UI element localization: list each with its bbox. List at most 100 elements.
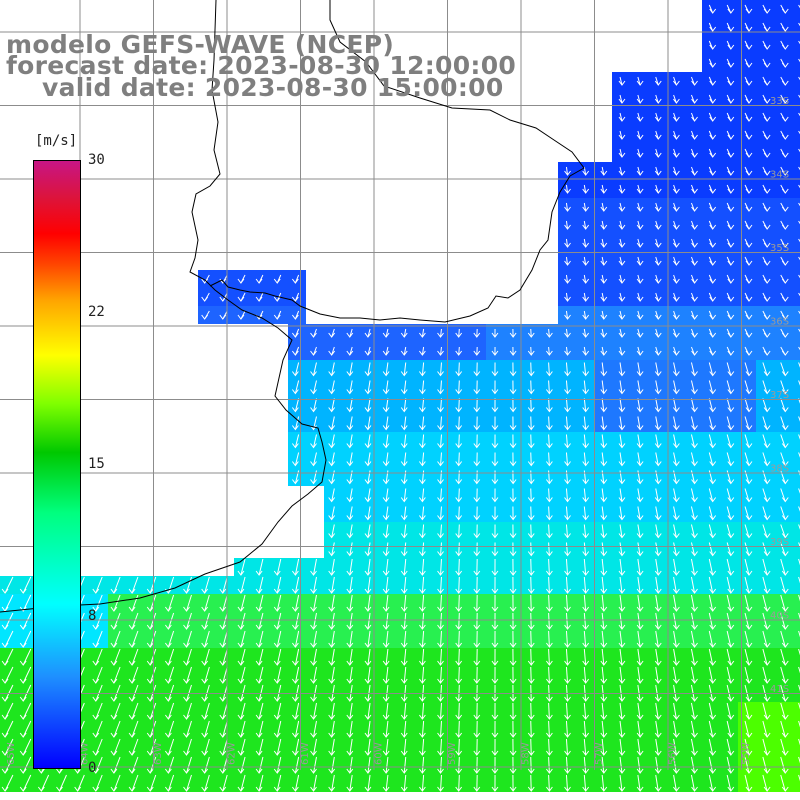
wind-arrow [654,594,662,612]
wind-arrow [382,720,390,738]
wind-arrow [582,488,590,503]
wind-arrow [762,328,771,338]
wind-arrow [582,738,590,756]
wind-arrow [726,22,735,32]
wind-arrow [328,774,336,792]
wind-arrow [726,256,735,266]
wind-arrow [618,666,626,684]
wind-arrow [618,380,626,395]
wind-arrow [418,328,426,338]
wind-arrow [382,594,390,612]
wind-arrow [364,416,372,431]
wind-arrow [600,452,608,467]
wind-arrow [1,738,14,756]
wind-arrow [473,434,481,449]
wind-arrow [564,238,571,248]
wind-arrow [255,648,264,666]
wind-arrow [273,666,282,684]
wind-arrow [564,434,571,449]
wind-arrow [673,130,680,140]
wind-arrow [418,720,426,738]
wind-arrow [273,612,282,630]
wind-arrow [636,524,644,539]
wind-arrow [346,648,354,666]
wind-arrow [255,576,264,594]
wind-arrow [19,612,32,630]
wind-arrow [762,166,771,176]
wind-arrow [437,434,444,449]
wind-arrow [744,398,753,413]
wind-arrow [400,398,408,413]
wind-arrow [636,112,644,122]
wind-arrow [798,452,800,458]
wind-arrow [690,184,698,194]
wind-arrow [437,594,444,612]
wind-arrow [219,774,228,792]
wind-arrow [654,452,662,467]
wind-arrow [418,416,426,431]
wind-arrow [382,666,390,684]
wind-arrow [473,630,481,648]
wind-cell [792,234,800,252]
wind-arrow [798,202,800,207]
wind-arrow [654,148,662,158]
wind-cell [792,486,800,504]
wind-arrow [291,576,300,594]
wind-arrow [237,630,246,648]
wind-arrow [780,774,789,792]
wind-arrow [780,558,789,576]
wind-cell [792,450,800,468]
wind-arrow [582,274,590,284]
wind-arrow [708,524,717,539]
wind-arrow [654,720,662,738]
wind-arrow [400,648,408,666]
wind-arrow [726,310,735,320]
wind-arrow [744,702,753,720]
wind-arrow [654,346,662,356]
wind-arrow [726,274,735,284]
wind-arrow [673,648,680,666]
wind-arrow [491,558,499,576]
wind-arrow [418,542,426,557]
wind-arrow [798,4,800,9]
wind-arrow [219,666,228,684]
wind-arrow [762,398,771,413]
wind-arrow [183,612,192,630]
wind-arrow [545,666,553,684]
wind-arrow [110,720,121,738]
wind-arrow [708,292,717,302]
wind-arrow [780,434,789,449]
wind-arrow [201,612,210,630]
wind-arrow [310,594,317,612]
wind-arrow [600,506,608,521]
colorbar-tick-8: 8 [88,608,97,624]
wind-arrow [780,720,789,738]
wind-arrow [491,328,499,338]
wind-arrow [582,184,590,194]
wind-arrow [762,380,771,395]
wind-arrow [654,112,662,122]
wind-arrow [726,774,735,792]
wind-arrow [128,666,139,684]
wind-arrow [183,774,192,792]
wind-arrow [636,594,644,612]
wind-arrow [726,488,735,503]
wind-arrow [291,310,300,320]
wind-cell [792,630,800,648]
wind-arrow [708,720,717,738]
wind-arrow [654,576,662,594]
wind-arrow [798,416,800,422]
wind-arrow [509,630,517,648]
wind-arrow [164,648,175,666]
wind-arrow [74,774,85,792]
wind-arrow [237,310,246,320]
wind-arrow [491,488,499,503]
wind-arrow [382,558,390,576]
wind-arrow [291,720,300,738]
wind-arrow [744,328,753,338]
wind-arrow [582,220,590,230]
wind-arrow [418,738,426,756]
wind-arrow [654,292,662,302]
wind-arrow [600,648,608,666]
wind-arrow [437,756,444,774]
